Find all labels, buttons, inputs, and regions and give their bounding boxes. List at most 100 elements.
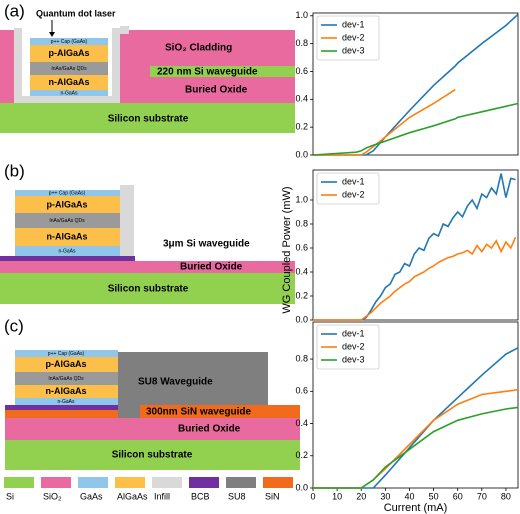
region-label: 300nm SiN waveguide [146, 407, 251, 418]
y-tick-label: 1.0 [295, 10, 308, 20]
layer-label: p-AlGaAs [46, 199, 87, 209]
charts: 0.0 0.2 0.4 0.6 0.8 1.0 dev-1 dev-2 dev-3 0.0 0.2 0… [281, 10, 519, 514]
qd-layer [15, 372, 118, 385]
cap-layer [15, 190, 120, 196]
y-tick-label: 0.2 [295, 122, 308, 132]
x-tick-label: 70 [477, 491, 487, 501]
layer-label: n-AlGaAs [45, 386, 86, 396]
infill [120, 26, 129, 34]
legend-label: dev-2 [342, 341, 365, 351]
x-tick-label: 40 [404, 491, 414, 501]
infill [14, 28, 22, 103]
x-tick-label: 0 [310, 491, 315, 501]
series-line [313, 388, 519, 489]
oxide [5, 418, 300, 440]
substrate [5, 440, 300, 470]
n-algaas-layer [15, 385, 118, 398]
legend-label: dev-3 [342, 354, 365, 364]
y-tick-label: 0.0 [295, 482, 308, 492]
diagram-b: (b) p++ Cap (GaAs) p-AlGaAs InAs/GaAs QD… [0, 161, 295, 304]
legend-label: SU8 [228, 491, 246, 501]
legend-swatch [115, 477, 145, 488]
legend-label: GaAs [80, 491, 103, 501]
series-line [313, 406, 519, 489]
y-tick-label: 0.6 [295, 66, 308, 76]
sin [5, 410, 118, 418]
y-tick-label: 0.0 [295, 314, 308, 324]
infill [120, 185, 134, 256]
legend-box [316, 172, 380, 205]
sin-waveguide [140, 405, 300, 418]
layer-label: p++ Cap (GaAs) [49, 190, 86, 196]
region-label: SiO₂ Cladding [165, 43, 232, 54]
y-tick-label: 0.2 [295, 450, 308, 460]
layer-label: p-AlGaAs [45, 359, 86, 369]
legend-label: SiO₂ [43, 491, 62, 501]
layer-label: p++ Cap (GaAs) [51, 39, 88, 45]
p-algaas-layer [15, 357, 118, 372]
legend-label: dev-3 [342, 45, 365, 55]
x-axis-label: Current (mA) [384, 502, 448, 514]
series-line [313, 173, 516, 321]
legend-label: dev-1 [342, 328, 365, 338]
legend-label: dev-1 [342, 176, 365, 186]
y-tick-label: 0.8 [295, 38, 308, 48]
n-gaas-layer [30, 90, 108, 96]
region-label: Buried Oxide [178, 424, 241, 435]
si-waveguide [150, 66, 295, 77]
plot-frame [312, 12, 519, 156]
y-tick-label: 0.2 [295, 290, 308, 300]
arrow-head [49, 32, 55, 37]
laser-label: Quantum dot laser [36, 8, 116, 18]
infill [112, 28, 120, 103]
panel-label: (c) [4, 316, 24, 335]
diagram-c: (c) p++ Cap (GaAs) p-AlGaAs InAs/GaAs QD… [4, 316, 300, 470]
region-label: Buried Oxide [185, 85, 248, 96]
qd-layer [15, 213, 120, 228]
legend-swatch [4, 477, 34, 488]
n-gaas-layer [15, 246, 120, 256]
n-algaas-layer [15, 228, 120, 246]
region-label: 220 nm Si waveguide [157, 67, 258, 78]
layer-label: n-AlGaAs [46, 231, 87, 241]
plot-frame [312, 169, 519, 321]
n-gaas-layer [15, 398, 118, 405]
qd-layer [30, 62, 108, 75]
substrate [0, 103, 295, 133]
series-line [313, 236, 517, 321]
series-line [313, 347, 519, 489]
y-tick-label: 0.8 [295, 353, 308, 363]
x-tick-label: 30 [380, 491, 390, 501]
y-tick-label: 0.4 [295, 266, 308, 276]
y-tick-label: 0.6 [295, 242, 308, 252]
legend-label: Infill [154, 491, 170, 501]
layer-label: InAs/GaAs QDs [51, 66, 87, 72]
legend-label: dev-2 [342, 32, 365, 42]
y-tick-label: 0.4 [295, 418, 308, 428]
legend-label: dev-1 [342, 19, 365, 29]
layer-label: n-GaAs [58, 399, 75, 405]
region-label: Buried Oxide [180, 262, 243, 273]
panel-label: (b) [4, 161, 25, 180]
bcb [5, 405, 118, 410]
region-label: 3μm Si waveguide [163, 239, 250, 250]
oxide [0, 261, 295, 273]
y-tick-label: 1.0 [295, 194, 308, 204]
y-tick-label: 0.6 [295, 386, 308, 396]
legend-label: dev-2 [342, 189, 365, 199]
region-label: Silicon substrate [112, 450, 193, 461]
x-tick-label: 10 [332, 491, 342, 501]
diagram-a: (a) Quantum dot laser p++ Cap (GaAs) p-A… [0, 1, 295, 133]
p-algaas-layer [30, 45, 108, 62]
y-axis-label: WG Coupled Power (mW) [281, 186, 293, 313]
region-label: Silicon substrate [108, 114, 189, 125]
legend-label: Si [6, 491, 14, 501]
x-tick-label: 50 [429, 491, 439, 501]
series-line [312, 102, 519, 156]
x-tick-label: 20 [356, 491, 366, 501]
series-line [313, 88, 456, 156]
layer-label: n-GaAs [59, 248, 76, 254]
legend-box [316, 324, 380, 370]
legend-swatch [189, 477, 219, 488]
